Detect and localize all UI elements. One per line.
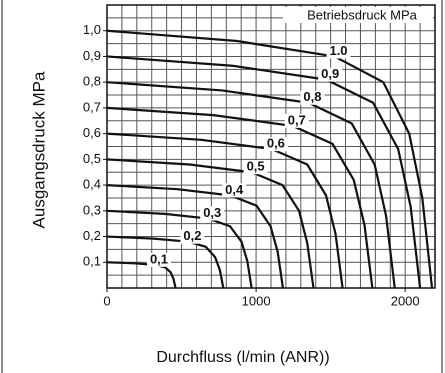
- curve-label: 0,3: [203, 205, 221, 220]
- curve-label-bg: [147, 252, 172, 267]
- y-tick-label: 1,0: [83, 22, 101, 37]
- plot-frame: [106, 4, 436, 289]
- curve: [106, 81, 396, 289]
- curve-label-bg: [284, 113, 309, 128]
- curve-label-bg: [326, 44, 351, 59]
- curve-label-bg: [243, 160, 268, 175]
- curve-label: 0,9: [321, 66, 339, 81]
- y-axis-label: Ausgangsdruck MPa: [29, 71, 48, 228]
- curve-label: 0,1: [150, 251, 168, 266]
- curve-label: 0,5: [247, 159, 265, 174]
- curve: [106, 183, 285, 289]
- curve-label: 0,6: [267, 136, 285, 151]
- curve-label-bg: [200, 206, 225, 221]
- x-tick-label: 1000: [242, 293, 271, 308]
- annotation: Betriebsdruck MPa: [307, 7, 418, 22]
- curve-label-bg: [300, 90, 325, 105]
- curve: [106, 55, 422, 289]
- curve-label: 0,7: [288, 112, 306, 127]
- y-tick-label: 0,9: [83, 48, 101, 63]
- curve: [106, 29, 434, 289]
- curve-label-bg: [263, 137, 288, 152]
- curve-label-bg: [180, 229, 205, 244]
- curve-label: 0,2: [183, 228, 201, 243]
- y-tick-label: 0,8: [83, 74, 101, 89]
- curve-label: 1.0: [329, 43, 347, 58]
- y-tick-label: 0,4: [83, 177, 101, 192]
- curve: [106, 158, 315, 289]
- curve: [106, 106, 374, 289]
- curve: [106, 132, 344, 289]
- curve-label-bg: [222, 183, 247, 198]
- y-tick-label: 0,7: [83, 99, 101, 114]
- y-tick-label: 0,5: [83, 151, 101, 166]
- x-axis-label: Durchfluss (l/min (ANR)): [156, 349, 329, 366]
- annotation-bg: [283, 7, 433, 23]
- x-tick-label: 0: [103, 293, 110, 308]
- curve-label: 0,8: [303, 89, 321, 104]
- curve-label-bg: [318, 67, 343, 82]
- y-tick-label: 0,6: [83, 125, 101, 140]
- curve: [106, 235, 225, 289]
- y-tick-label: 0,3: [83, 202, 101, 217]
- curve: [106, 209, 253, 289]
- curve-label: 0,4: [225, 182, 244, 197]
- y-tick-label: 0,1: [83, 254, 101, 269]
- curve: [106, 261, 177, 289]
- x-tick-label: 2000: [391, 293, 420, 308]
- y-tick-label: 0,2: [83, 228, 101, 243]
